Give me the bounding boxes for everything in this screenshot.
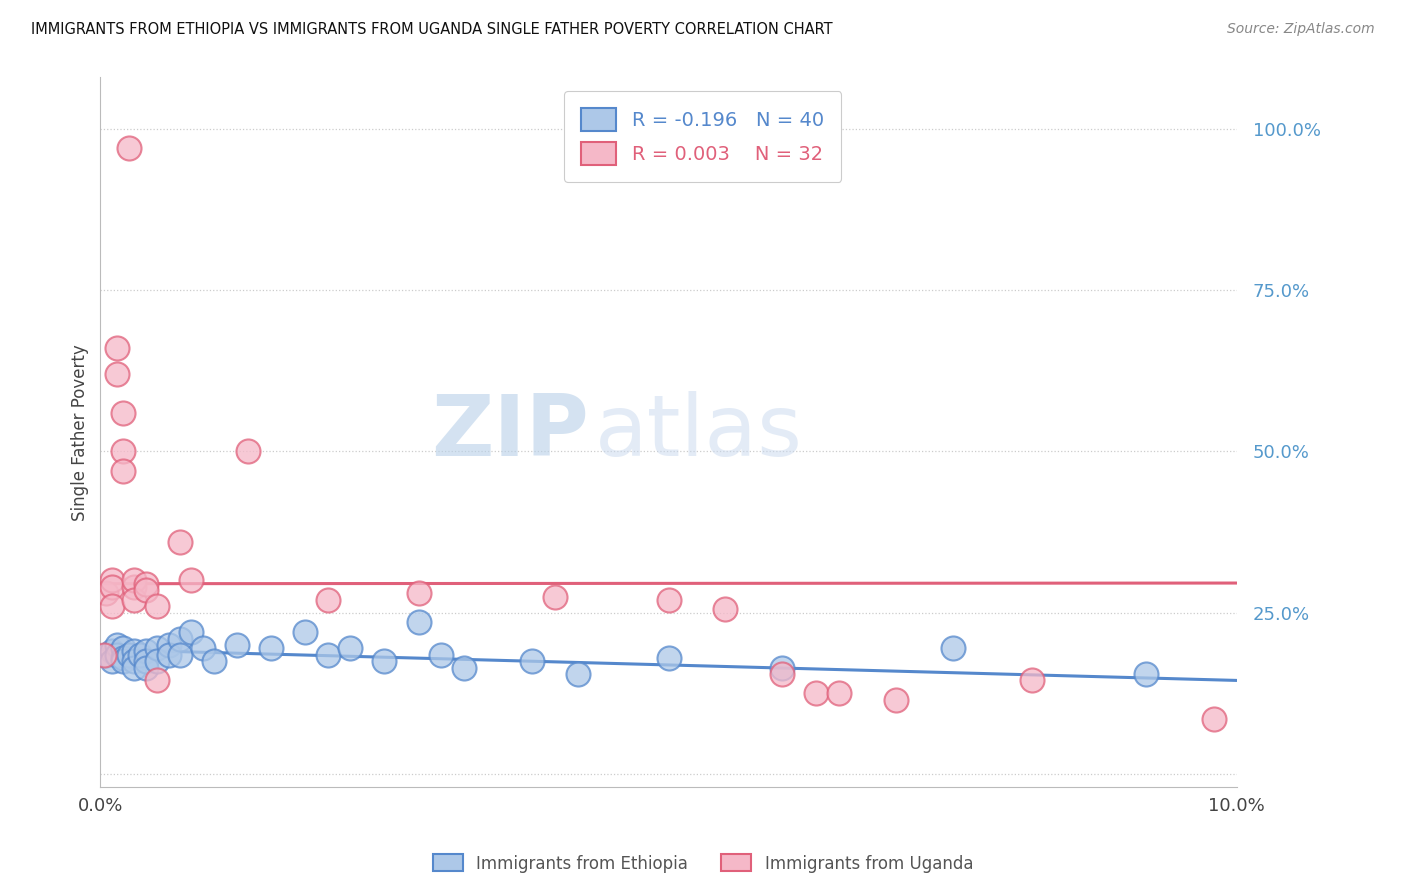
Point (112, 651, 135, 665)
Point (105, 341, 128, 355)
Point (100, 574, 122, 588)
Point (124, 574, 146, 588)
Point (100, 644, 122, 658)
Point (124, 644, 146, 658)
Point (169, 534, 191, 549)
Point (105, 648, 128, 662)
Point (1135, 667, 1157, 681)
Point (112, 444, 135, 458)
Text: IMMIGRANTS FROM ETHIOPIA VS IMMIGRANTS FROM UGANDA SINGLE FATHER POVERTY CORRELA: IMMIGRANTS FROM ETHIOPIA VS IMMIGRANTS F… (31, 22, 832, 37)
Point (112, 464, 135, 478)
Text: Source: ZipAtlas.com: Source: ZipAtlas.com (1227, 22, 1375, 37)
Point (770, 667, 793, 681)
Point (146, 673, 169, 688)
Legend: R = -0.196   N = 40, R = 0.003    N = 32: R = -0.196 N = 40, R = 0.003 N = 32 (564, 91, 841, 182)
Point (180, 625, 202, 640)
Legend: Immigrants from Ethiopia, Immigrants from Uganda: Immigrants from Ethiopia, Immigrants fro… (426, 847, 980, 880)
Point (1021, 673, 1043, 688)
Point (112, 641, 135, 656)
Point (806, 686, 828, 700)
Point (202, 654, 225, 668)
Point (1202, 712, 1225, 726)
Point (112, 654, 135, 668)
Point (884, 693, 907, 707)
Point (93, 648, 115, 662)
Point (94, 648, 117, 662)
Point (339, 641, 361, 656)
Point (100, 580, 122, 594)
Point (522, 654, 544, 668)
Point (169, 648, 191, 662)
Point (118, 141, 141, 155)
Point (146, 641, 169, 656)
Point (135, 660, 157, 674)
Point (157, 638, 180, 652)
Point (146, 654, 169, 668)
Point (657, 651, 679, 665)
Point (124, 654, 146, 668)
Point (146, 599, 169, 614)
Point (942, 641, 965, 656)
Point (180, 574, 202, 588)
Point (236, 444, 259, 458)
Point (408, 615, 430, 630)
Point (453, 660, 475, 674)
Point (544, 590, 567, 604)
Point (828, 686, 851, 700)
Point (112, 406, 135, 420)
Point (118, 648, 141, 662)
Point (430, 648, 453, 662)
Point (316, 592, 339, 607)
Text: ZIP: ZIP (432, 391, 589, 474)
Point (135, 644, 157, 658)
Point (105, 638, 128, 652)
Point (135, 654, 157, 668)
Point (105, 367, 128, 381)
Point (260, 641, 283, 656)
Point (129, 648, 152, 662)
Point (373, 654, 395, 668)
Point (94, 586, 117, 600)
Point (124, 580, 146, 594)
Point (770, 660, 793, 674)
Point (135, 576, 157, 591)
Point (169, 632, 191, 646)
Text: atlas: atlas (595, 391, 803, 474)
Point (657, 592, 679, 607)
Point (157, 648, 180, 662)
Point (294, 625, 316, 640)
Point (124, 592, 146, 607)
Point (567, 667, 589, 681)
Point (225, 638, 247, 652)
Point (714, 602, 737, 616)
Point (316, 648, 339, 662)
Point (408, 586, 430, 600)
Point (124, 660, 146, 674)
Point (100, 654, 122, 668)
Point (100, 599, 122, 614)
Point (191, 641, 214, 656)
Point (135, 583, 157, 598)
Y-axis label: Single Father Poverty: Single Father Poverty (72, 343, 89, 521)
